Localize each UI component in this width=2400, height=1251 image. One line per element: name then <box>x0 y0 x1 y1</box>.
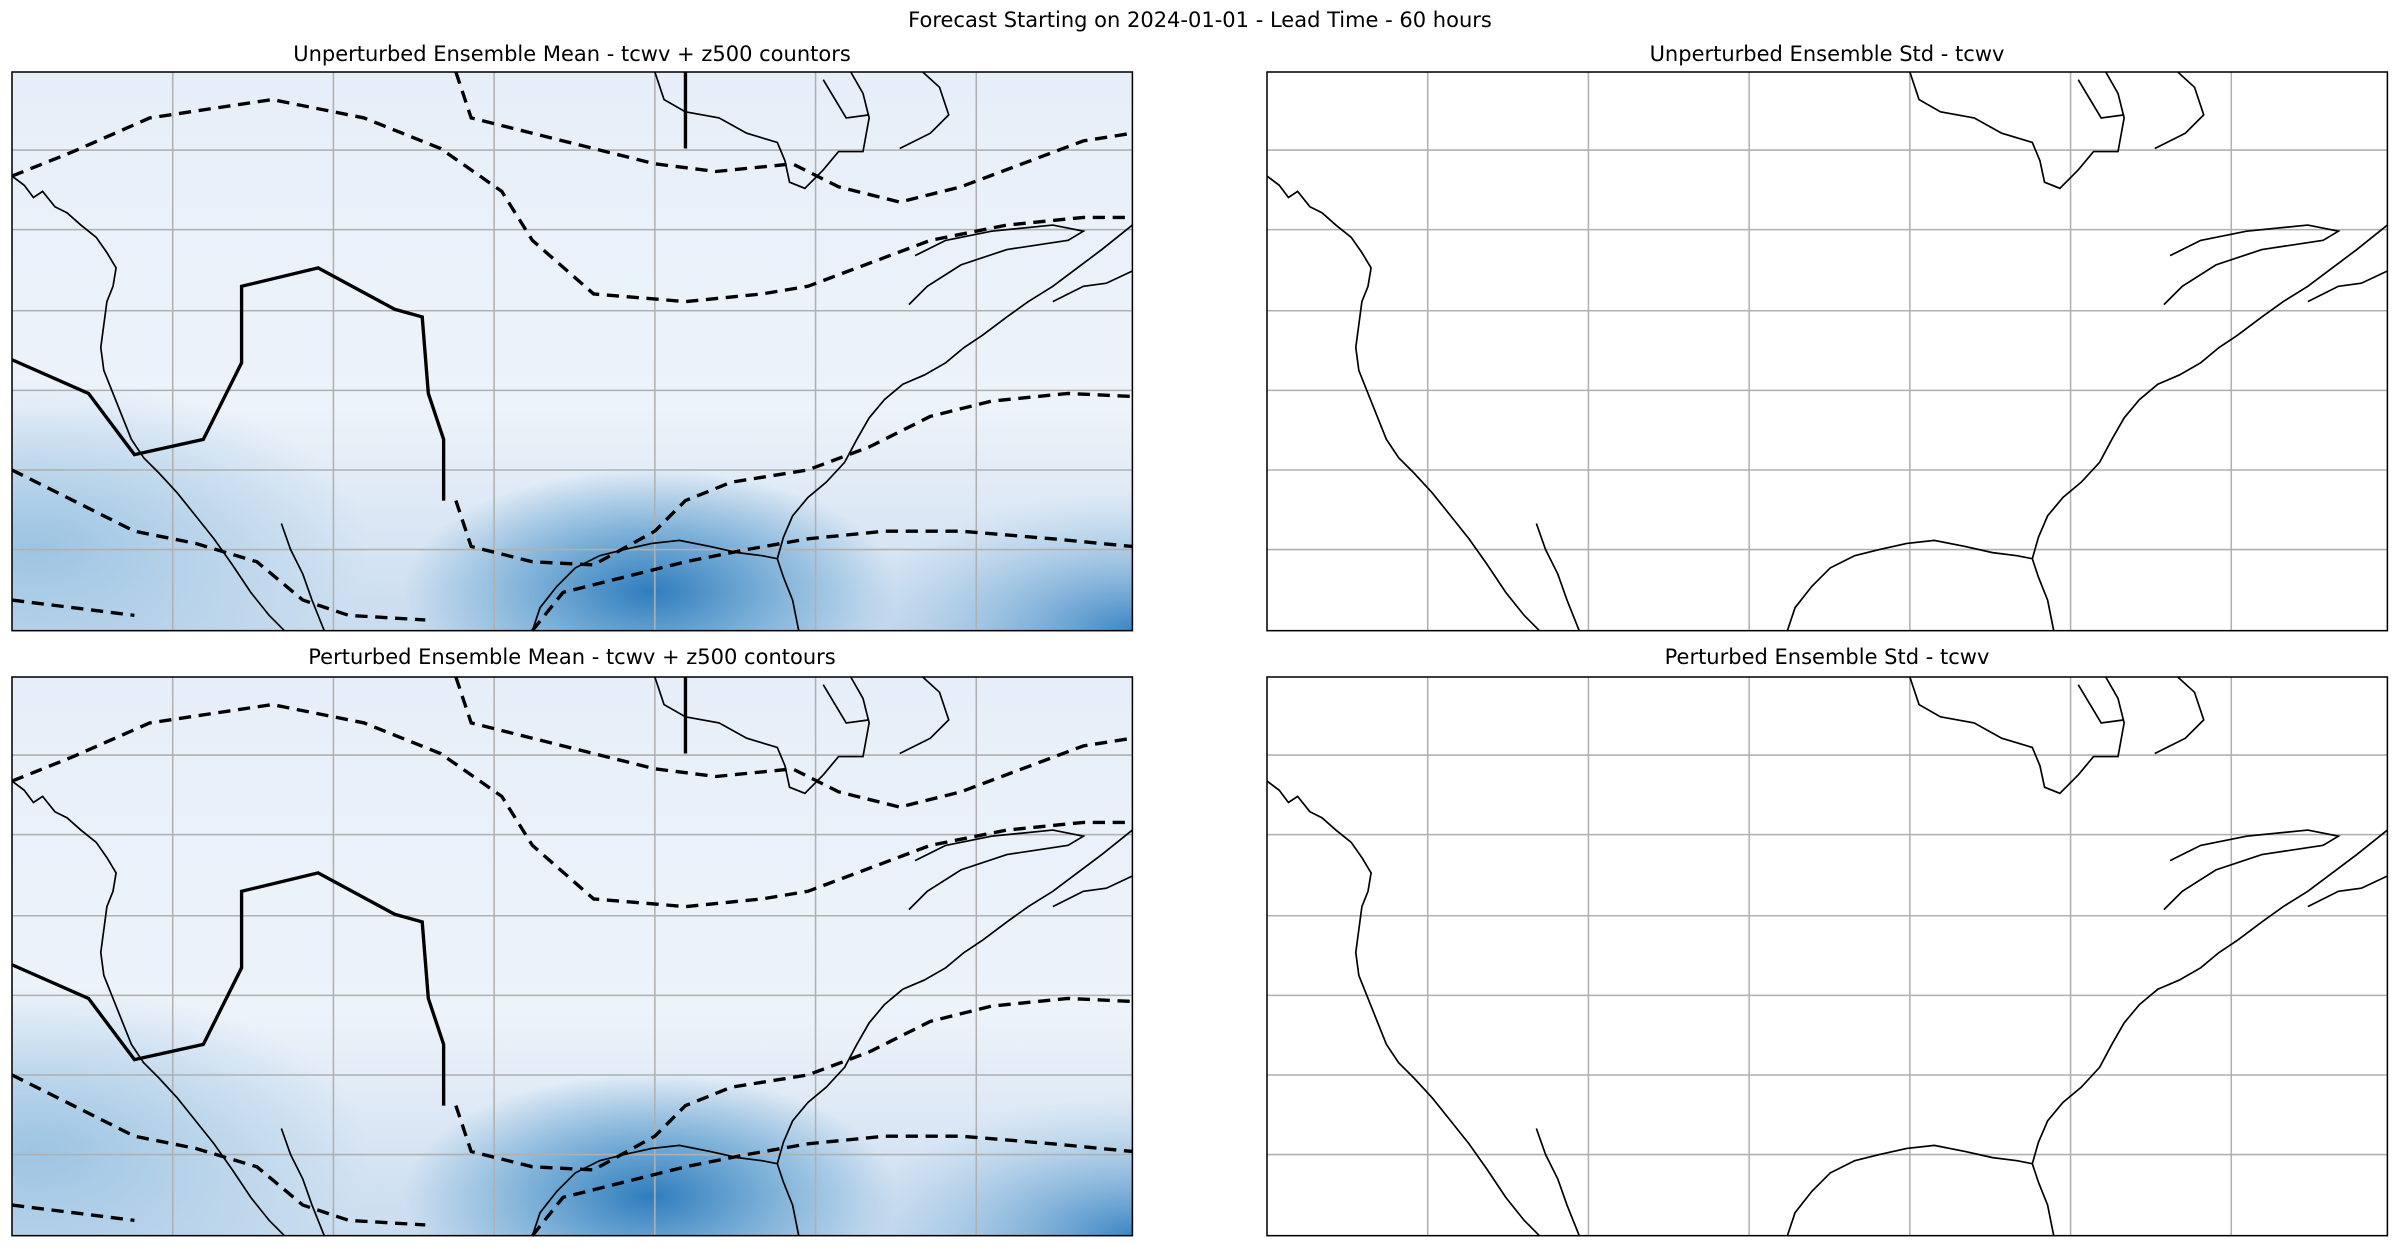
panel-title: Unperturbed Ensemble Mean - tcwv + z500 … <box>293 42 851 66</box>
panel-title: Unperturbed Ensemble Std - tcwv <box>1650 42 2005 66</box>
map-panel <box>1266 71 2389 632</box>
map-panel <box>10 70 1135 633</box>
suptitle: Forecast Starting on 2024-01-01 - Lead T… <box>908 8 1492 32</box>
panel-title: Perturbed Ensemble Mean - tcwv + z500 co… <box>308 645 835 669</box>
map-panel <box>10 675 1135 1238</box>
panel-title: Perturbed Ensemble Std - tcwv <box>1665 645 1990 669</box>
map-panel <box>1266 676 2389 1237</box>
